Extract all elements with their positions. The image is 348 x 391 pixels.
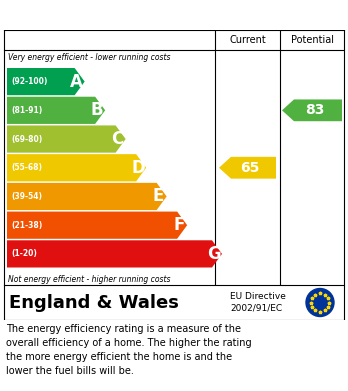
Text: B: B [91,101,103,119]
Text: (1-20): (1-20) [11,249,37,258]
Text: (21-38): (21-38) [11,221,42,230]
Polygon shape [282,99,342,121]
Polygon shape [7,97,105,124]
Polygon shape [7,212,187,239]
Text: D: D [131,159,145,177]
Text: (39-54): (39-54) [11,192,42,201]
Text: (81-91): (81-91) [11,106,42,115]
Text: 65: 65 [240,161,260,175]
Polygon shape [7,126,126,152]
Text: Very energy efficient - lower running costs: Very energy efficient - lower running co… [8,52,171,61]
Polygon shape [219,157,276,179]
Text: England & Wales: England & Wales [9,294,179,312]
Text: G: G [207,245,221,263]
Text: C: C [111,130,124,148]
Text: Potential: Potential [291,35,333,45]
Polygon shape [7,240,222,267]
Text: Current: Current [229,35,266,45]
Polygon shape [7,183,167,210]
Text: (55-68): (55-68) [11,163,42,172]
Polygon shape [7,68,85,95]
Text: 83: 83 [305,103,324,117]
Text: Not energy efficient - higher running costs: Not energy efficient - higher running co… [8,274,171,283]
Circle shape [306,289,334,316]
Text: (92-100): (92-100) [11,77,47,86]
Text: E: E [153,187,164,205]
Polygon shape [7,154,146,181]
Text: EU Directive
2002/91/EC: EU Directive 2002/91/EC [230,292,286,313]
Text: The energy efficiency rating is a measure of the
overall efficiency of a home. T: The energy efficiency rating is a measur… [6,324,252,376]
Text: Energy Efficiency Rating: Energy Efficiency Rating [69,7,279,23]
Text: F: F [173,216,185,234]
Text: A: A [70,73,83,91]
Text: (69-80): (69-80) [11,135,42,143]
